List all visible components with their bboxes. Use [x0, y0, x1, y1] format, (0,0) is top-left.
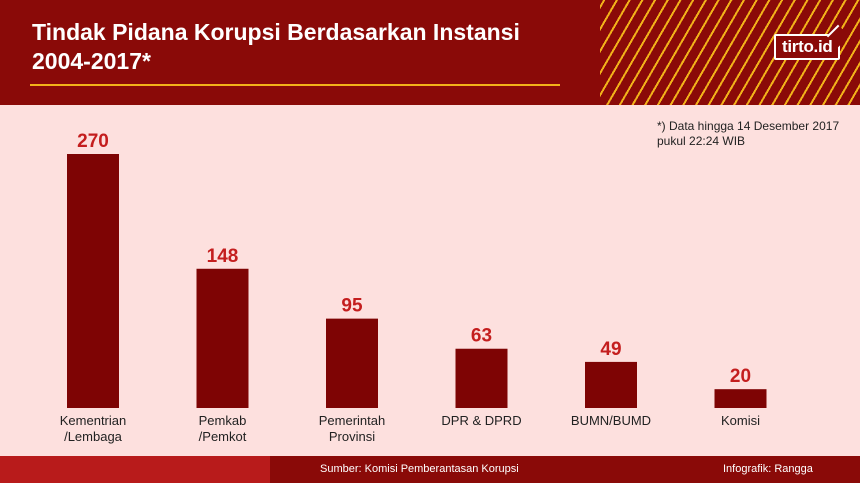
bar-bumn-bumd — [585, 361, 637, 408]
value-label-pemkab-pemkot: 148 — [207, 246, 239, 267]
value-label-komisi: 20 — [730, 366, 751, 387]
value-label-dpr-dprd: 63 — [471, 326, 492, 347]
title-underline — [30, 84, 560, 86]
logo-text: tirto.id — [782, 37, 833, 56]
note-line-2: pukul 22:24 WIB — [657, 134, 746, 148]
category-label-bumn-bumd: BUMN/BUMD — [571, 413, 651, 428]
bar-pemerintah-provinsi — [326, 318, 378, 408]
category-label-pemerintah-provinsi: Pemerintah Provinsi — [319, 413, 385, 444]
value-label-kementrian-lembaga: 270 — [77, 131, 109, 152]
bar-pemkab-pemkot — [196, 268, 249, 408]
bar-komisi — [714, 389, 767, 408]
category-label-komisi: Komisi — [721, 413, 760, 428]
source-text: Sumber: Komisi Pemberantasan Korupsi — [320, 463, 519, 475]
bar-kementrian-lembaga — [67, 154, 119, 408]
category-label-pemkab-pemkot: Pemkab/Pemkot — [199, 413, 247, 444]
category-label-dpr-dprd: DPR & DPRD — [441, 413, 521, 428]
bar-chart: 270 Kementrian/Lembaga 148 Pemkab/Pemkot 95 P… — [60, 131, 767, 444]
data-note: *) Data hingga 14 Desember 2017 pukul 22… — [657, 119, 839, 149]
value-label-pemerintah-provinsi: 95 — [341, 296, 363, 317]
title-line-1: Tindak Pidana Korupsi Berdasarkan Instan… — [32, 19, 520, 45]
footer-bar: Sumber: Komisi Pemberantasan Korupsi Inf… — [0, 456, 860, 483]
footer-dark-panel — [270, 456, 860, 483]
value-label-bumn-bumd: 49 — [600, 339, 621, 360]
note-line-1: *) Data hingga 14 Desember 2017 — [657, 119, 840, 133]
category-label-kementrian-lembaga: Kementrian/Lembaga — [60, 413, 126, 444]
bar-dpr-dprd — [455, 348, 508, 408]
tirto-logo: tirto.id — [774, 24, 850, 60]
credit-text: Infografik: Rangga — [723, 463, 813, 475]
title-line-2: 2004-2017* — [32, 48, 151, 74]
stripes-edge — [596, 0, 600, 105]
page-title: Tindak Pidana Korupsi Berdasarkan Instan… — [32, 18, 592, 76]
